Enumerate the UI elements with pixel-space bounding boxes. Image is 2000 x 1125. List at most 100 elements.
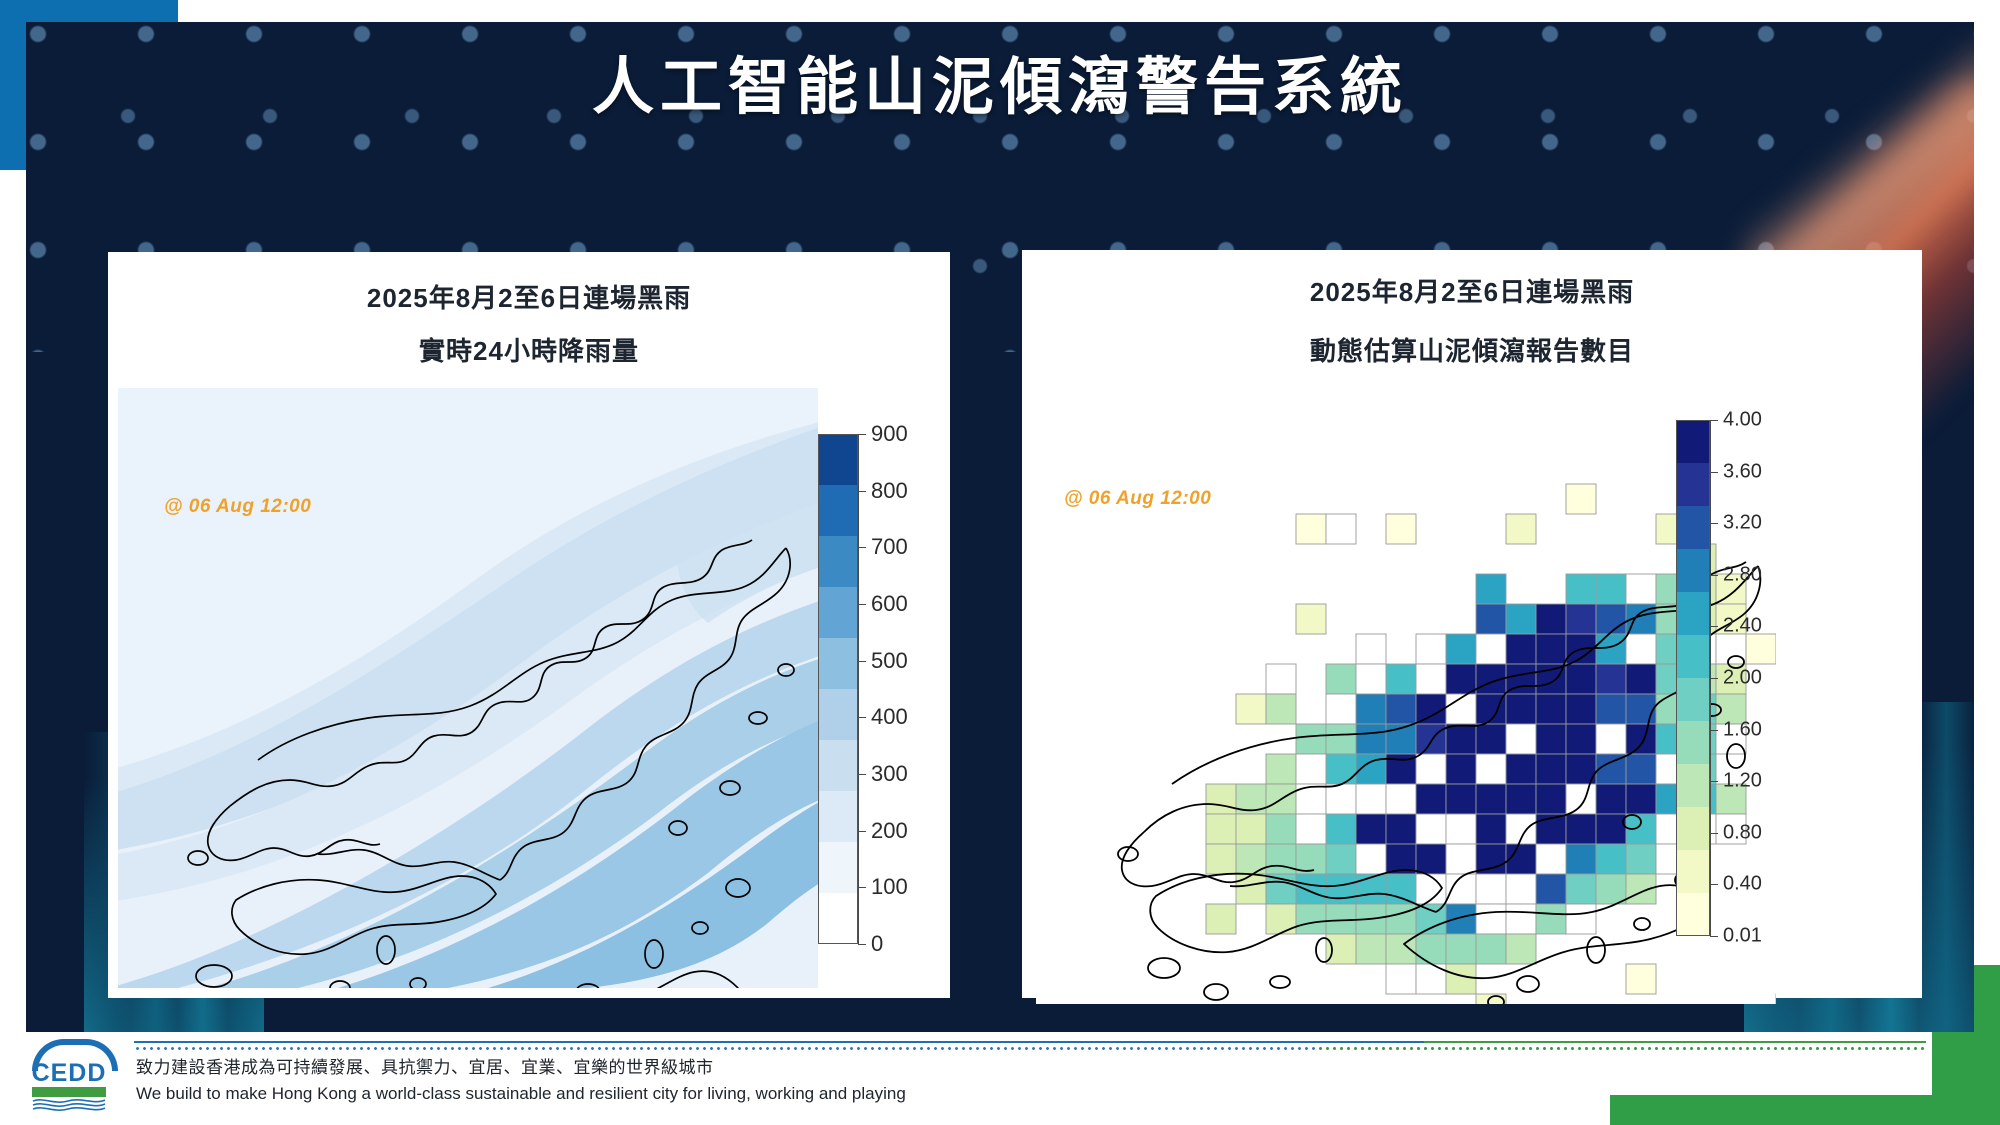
grid-cell bbox=[1385, 783, 1417, 815]
grid-cell bbox=[1295, 753, 1327, 785]
grid-cell bbox=[1715, 633, 1747, 665]
grid-cell bbox=[1505, 753, 1537, 785]
grid-cell bbox=[1205, 783, 1237, 815]
page-title: 人工智能山泥傾瀉警告系統 bbox=[591, 53, 1408, 122]
grid-cell bbox=[1565, 483, 1597, 515]
grid-cell bbox=[1565, 693, 1597, 725]
colorbar-band bbox=[818, 893, 858, 944]
grid-cell bbox=[1415, 933, 1447, 965]
colorbar-band bbox=[1676, 420, 1710, 463]
colorbar-tick-label: 3.20 bbox=[1723, 511, 1762, 534]
grid-cell bbox=[1325, 903, 1357, 935]
colorbar-tick bbox=[1710, 936, 1718, 937]
rainfall-map bbox=[118, 388, 818, 988]
colorbar-tick bbox=[1710, 832, 1718, 834]
grid-cell bbox=[1505, 693, 1537, 725]
colorbar-tick bbox=[858, 547, 866, 549]
grid-cell bbox=[1415, 843, 1447, 875]
grid-cell bbox=[1445, 633, 1477, 665]
grid-cell bbox=[1325, 783, 1357, 815]
grid-cell bbox=[1625, 693, 1657, 725]
accent-top-left-horizontal bbox=[0, 0, 178, 26]
grid-cell bbox=[1445, 663, 1477, 695]
colorbar-tick bbox=[858, 717, 866, 719]
grid-cell bbox=[1595, 633, 1627, 665]
colorbar-band bbox=[1676, 807, 1710, 850]
colorbar-band bbox=[818, 689, 858, 740]
panel-right-title-line1: 2025年8月2至6日連場黑雨 bbox=[1309, 277, 1635, 307]
grid-cell bbox=[1505, 603, 1537, 635]
grid-cell bbox=[1355, 843, 1387, 875]
colorbar-tick bbox=[858, 660, 866, 662]
panel-landslide: 2025年8月2至6日連場黑雨 動態估算山泥傾瀉報告數目 bbox=[1022, 250, 1922, 1004]
colorbar-band bbox=[1676, 893, 1710, 936]
footer-tagline-zh: 致力建設香港成為可持續發展、具抗禦力、宜居、宜業、宜樂的世界級城市 bbox=[136, 1058, 714, 1077]
grid-cell bbox=[1205, 903, 1237, 935]
colorbar-tick-label: 3.60 bbox=[1723, 460, 1762, 483]
grid-cell bbox=[1625, 753, 1657, 785]
colorbar-tick bbox=[1710, 729, 1718, 731]
grid-cell bbox=[1415, 783, 1447, 815]
colorbar-band bbox=[818, 485, 858, 536]
grid-cell bbox=[1535, 693, 1567, 725]
colorbar-band bbox=[818, 740, 858, 791]
grid-cell bbox=[1325, 513, 1357, 545]
grid-cell bbox=[1505, 933, 1537, 965]
grid-cell bbox=[1445, 753, 1477, 785]
grid-cell bbox=[1715, 723, 1747, 755]
colorbar-tick-label: 200 bbox=[871, 817, 908, 843]
colorbar-tick-label: 600 bbox=[871, 591, 908, 616]
grid-cell bbox=[1385, 663, 1417, 695]
colorbar-tick bbox=[1710, 523, 1718, 525]
colorbar-band bbox=[818, 434, 858, 485]
landslide-colorbar: 0.01 0.40 0.80 1.20 1.60 2.00 2.40 2.80 3.20 3.60… bbox=[1676, 409, 1762, 947]
colorbar-tick-label: 0 bbox=[871, 931, 884, 956]
colorbar-axis bbox=[858, 434, 859, 944]
grid-cell bbox=[1745, 633, 1776, 665]
colorbar-tick bbox=[858, 944, 866, 945]
grid-cell bbox=[1415, 753, 1447, 785]
panel-right-title-line2: 動態估算山泥傾瀉報告數目 bbox=[1309, 336, 1634, 366]
grid-cell bbox=[1325, 873, 1357, 905]
grid-cell bbox=[1445, 783, 1477, 815]
footer-divider bbox=[134, 1041, 1926, 1051]
grid-cell bbox=[1445, 933, 1477, 965]
grid-cell bbox=[1475, 933, 1507, 965]
rainfall-map-svg bbox=[118, 388, 818, 988]
accent-bottom-right-horizontal bbox=[1610, 1095, 2000, 1125]
grid-cell bbox=[1265, 903, 1297, 935]
grid-cell bbox=[1565, 603, 1597, 635]
grid-cell bbox=[1205, 843, 1237, 875]
grid-cell bbox=[1295, 603, 1327, 635]
grid-cell bbox=[1625, 843, 1657, 875]
colorbar-tick bbox=[858, 887, 866, 889]
grid-cell bbox=[1295, 513, 1327, 545]
grid-cell bbox=[1565, 663, 1597, 695]
colorbar-band bbox=[1676, 764, 1710, 807]
grid-cell bbox=[1565, 723, 1597, 755]
grid-cell bbox=[1565, 783, 1597, 815]
footer-tagline: 致力建設香港成為可持續發展、具抗禦力、宜居、宜業、宜樂的世界級城市 We bui… bbox=[136, 1055, 906, 1106]
grid-cell bbox=[1535, 873, 1567, 905]
grid-cell bbox=[1325, 843, 1357, 875]
grid-cell bbox=[1355, 723, 1387, 755]
colorbar-tick-label: 0.80 bbox=[1723, 821, 1762, 844]
grid-cell bbox=[1355, 783, 1387, 815]
grid-cell bbox=[1385, 513, 1417, 545]
colorbar-tick-label: 100 bbox=[871, 874, 908, 900]
grid-cell bbox=[1475, 873, 1507, 905]
grid-cell bbox=[1535, 843, 1567, 875]
grid-cell bbox=[1475, 813, 1507, 845]
panel-left-title-line1: 2025年8月2至6日連場黑雨 bbox=[366, 283, 692, 313]
grid-cell bbox=[1385, 963, 1417, 995]
logo-text: CEDD bbox=[31, 1059, 107, 1087]
colorbar-tick-label: 4.00 bbox=[1723, 408, 1762, 431]
colorbar-tick bbox=[1710, 678, 1718, 679]
colorbar-band bbox=[1676, 549, 1710, 592]
grid-cell bbox=[1325, 933, 1357, 965]
colorbar-tick bbox=[858, 490, 866, 492]
grid-cell bbox=[1475, 753, 1507, 785]
colorbar-band bbox=[1676, 635, 1710, 678]
colorbar-tick-label: 2.80 bbox=[1723, 563, 1762, 586]
grid-cell bbox=[1415, 663, 1447, 695]
